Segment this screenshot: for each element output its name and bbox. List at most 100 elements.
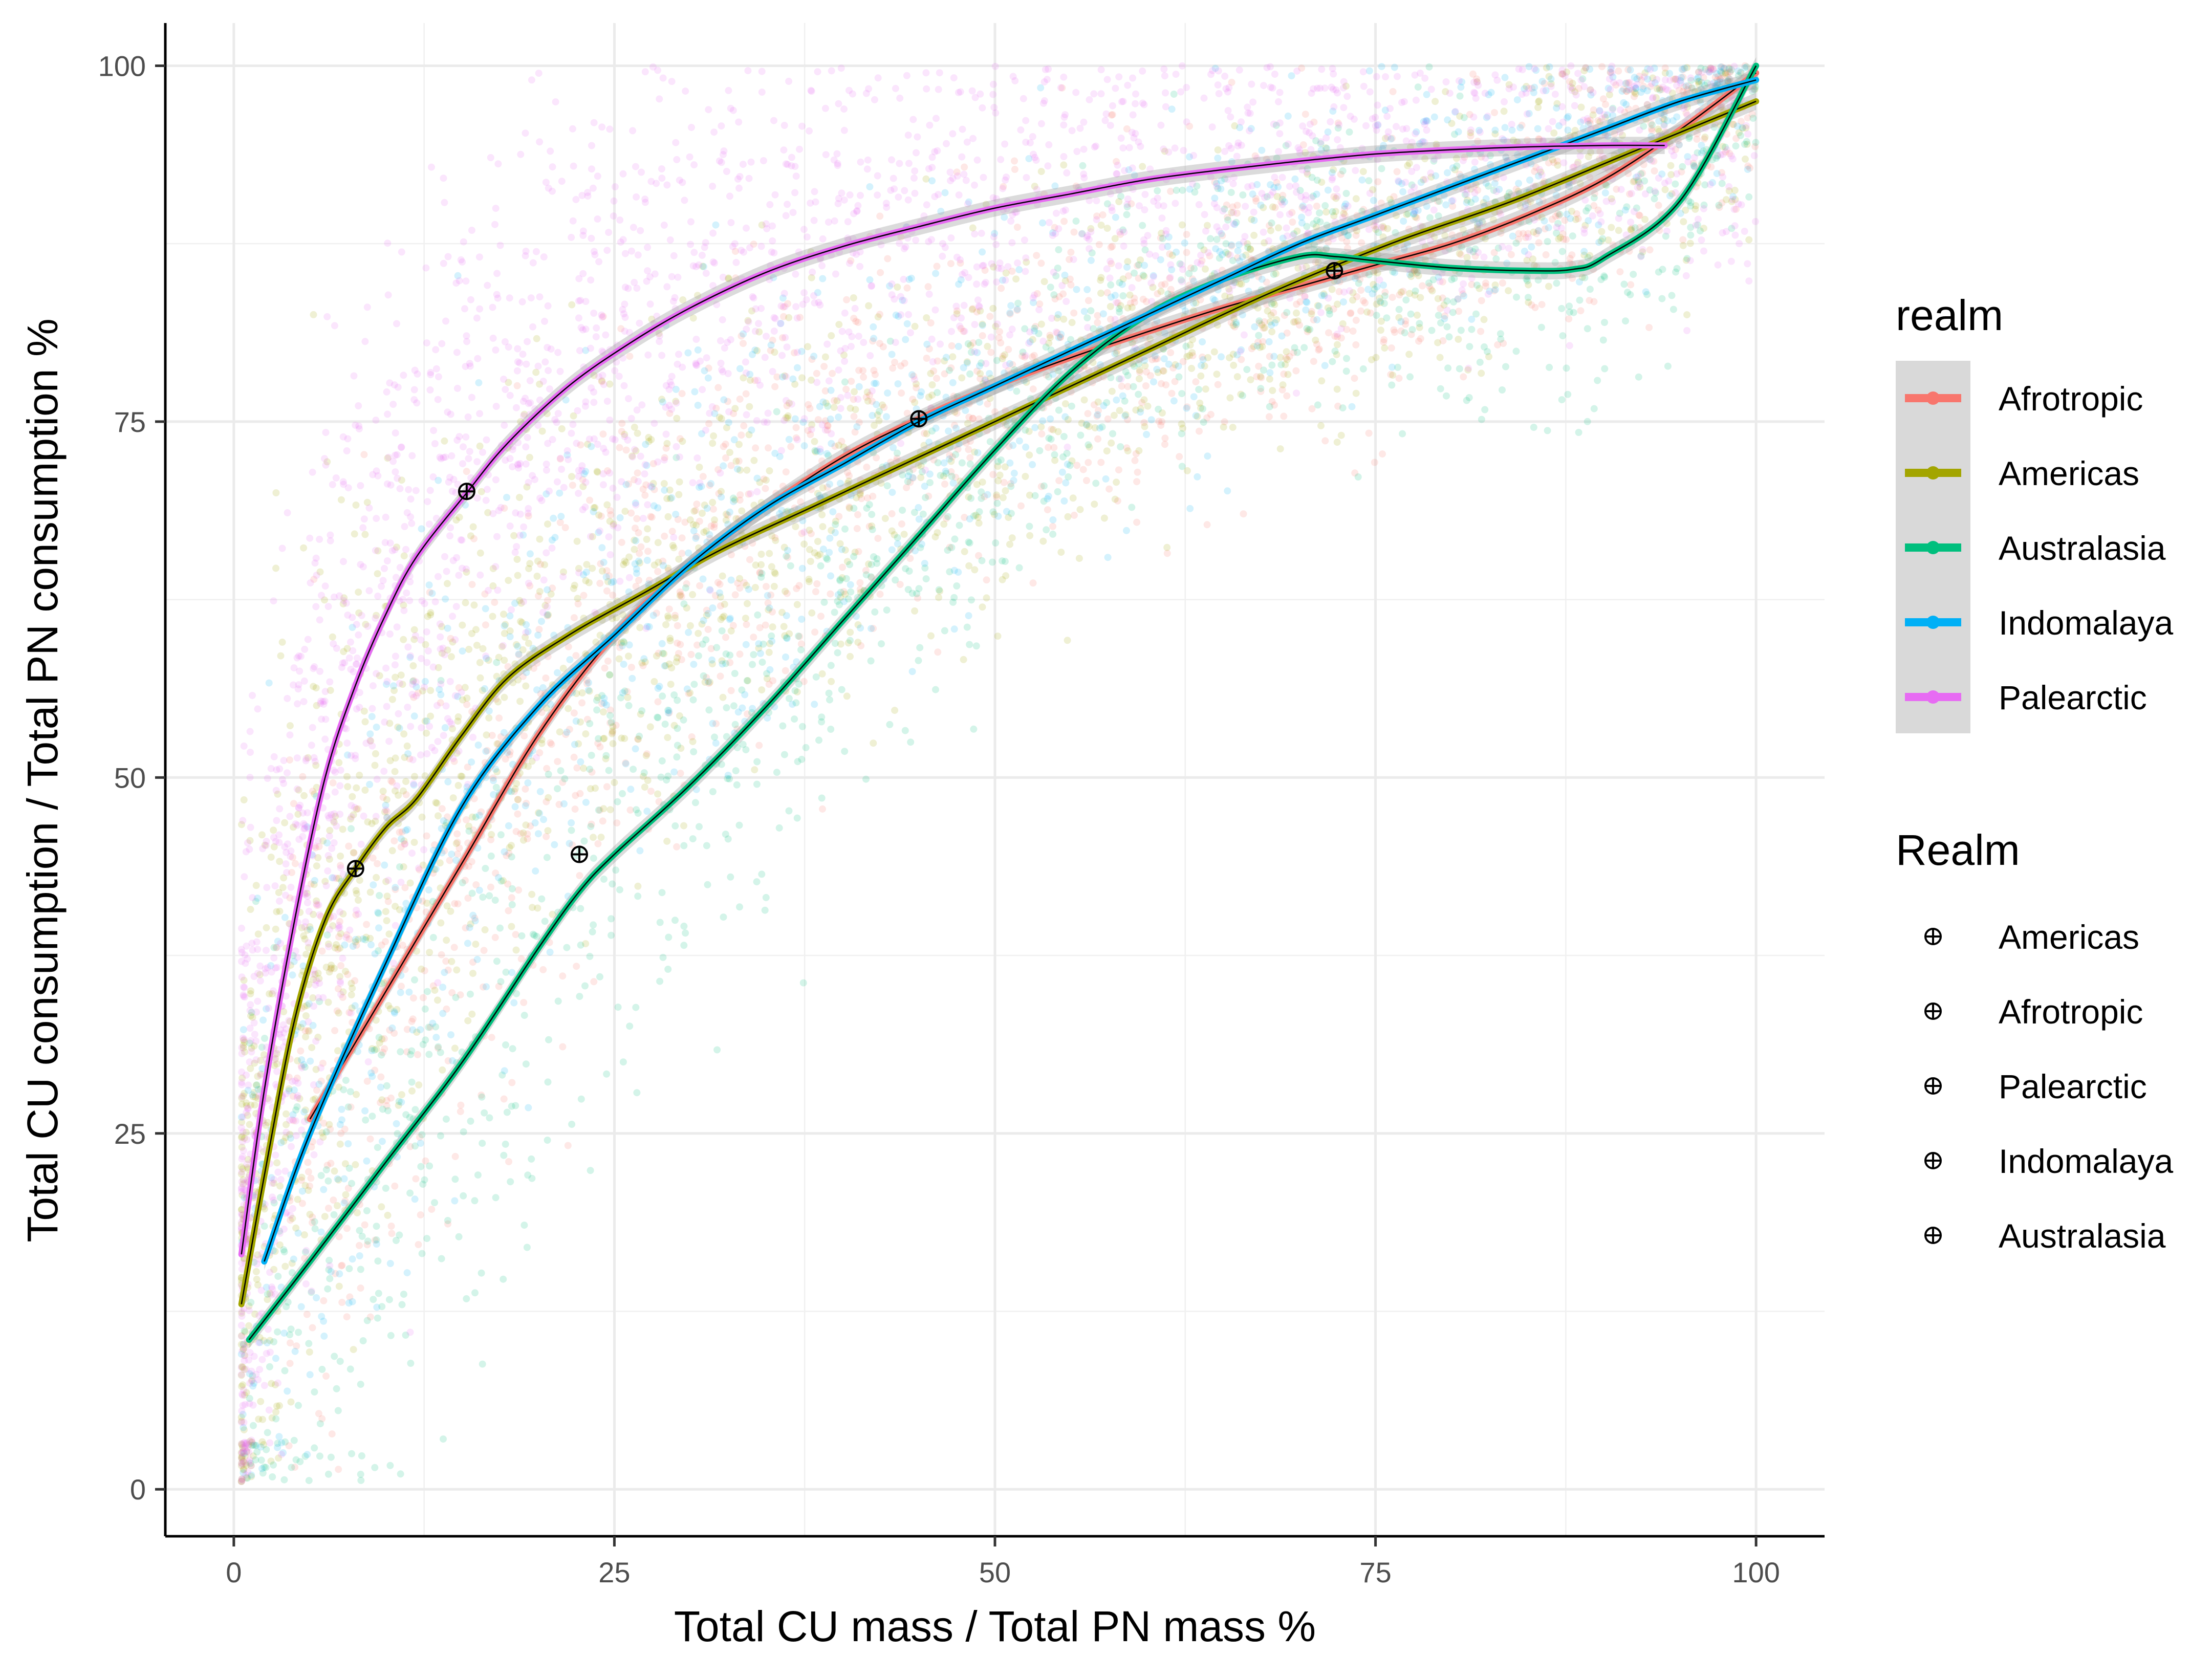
scatter-point xyxy=(735,515,743,522)
scatter-point xyxy=(577,1095,585,1103)
scatter-point xyxy=(1060,315,1068,323)
scatter-point xyxy=(1017,502,1025,510)
scatter-point xyxy=(1601,365,1609,373)
scatter-point xyxy=(1325,238,1332,246)
scatter-point xyxy=(674,622,681,629)
scatter-point xyxy=(1343,238,1351,246)
scatter-point xyxy=(1586,286,1594,293)
scatter-point xyxy=(1080,396,1088,404)
scatter-point xyxy=(403,1026,411,1033)
scatter-point xyxy=(675,491,683,498)
scatter-point xyxy=(915,515,923,523)
scatter-point xyxy=(989,471,997,478)
scatter-point xyxy=(1097,459,1105,466)
scatter-point xyxy=(644,525,652,533)
scatter-point xyxy=(280,1476,288,1484)
scatter-point xyxy=(536,749,544,756)
scatter-point xyxy=(544,520,551,528)
scatter-point xyxy=(1124,416,1131,423)
scatter-point xyxy=(712,404,720,412)
scatter-point xyxy=(278,638,286,646)
scatter-point xyxy=(266,1363,273,1370)
scatter-point xyxy=(689,835,697,843)
scatter-point xyxy=(935,586,943,594)
scatter-point xyxy=(1599,95,1607,103)
scatter-point xyxy=(448,957,456,965)
scatter-point xyxy=(466,990,474,998)
scatter-point xyxy=(576,993,583,1000)
scatter-point xyxy=(1701,134,1709,141)
scatter-point xyxy=(464,1017,472,1025)
scatter-point xyxy=(674,639,681,647)
scatter-point xyxy=(1119,392,1126,400)
scatter-point xyxy=(1036,300,1044,308)
scatter-point xyxy=(437,919,445,927)
scatter-point xyxy=(796,314,804,321)
scatter-point xyxy=(500,1275,507,1283)
scatter-point xyxy=(478,808,485,816)
scatter-point xyxy=(1232,319,1240,326)
scatter-point xyxy=(295,1328,302,1336)
scatter-point xyxy=(1199,353,1206,361)
scatter-point xyxy=(1179,358,1187,365)
scatter-point xyxy=(1535,98,1542,105)
scatter-point xyxy=(1457,251,1465,258)
scatter-point xyxy=(1746,164,1754,172)
scatter-point xyxy=(913,384,920,391)
scatter-point xyxy=(1659,115,1667,122)
scatter-point xyxy=(455,684,463,691)
scatter-point xyxy=(704,678,712,685)
scatter-point xyxy=(1049,516,1057,524)
scatter-point xyxy=(1701,135,1708,143)
scatter-point xyxy=(1356,275,1364,283)
scatter-point xyxy=(943,515,950,522)
scatter-point xyxy=(709,604,717,612)
scatter-point xyxy=(1094,435,1102,443)
scatter-point xyxy=(378,1138,386,1145)
scatter-point xyxy=(1478,369,1485,377)
scatter-point xyxy=(1349,328,1357,335)
scatter-point xyxy=(661,486,668,494)
scatter-point xyxy=(1313,340,1320,348)
scatter-point xyxy=(324,1285,332,1293)
scatter-point xyxy=(1111,235,1119,243)
scatter-point xyxy=(680,716,687,724)
scatter-point xyxy=(270,1461,277,1469)
scatter-point xyxy=(1170,91,1178,98)
scatter-point xyxy=(1393,245,1400,253)
scatter-point xyxy=(1166,250,1174,258)
scatter-point xyxy=(1661,64,1669,72)
scatter-point xyxy=(1346,128,1353,136)
scatter-point xyxy=(608,915,615,923)
scatter-point xyxy=(1465,394,1473,401)
scatter-point xyxy=(925,492,932,500)
scatter-point xyxy=(695,652,702,660)
scatter-point xyxy=(356,771,363,779)
scatter-point xyxy=(741,691,749,699)
scatter-point xyxy=(847,637,854,644)
scatter-point xyxy=(609,740,617,748)
scatter-point xyxy=(692,533,700,540)
scatter-point xyxy=(1338,234,1346,242)
scatter-point xyxy=(409,662,417,669)
scatter-point xyxy=(309,1138,316,1145)
scatter-point xyxy=(995,334,1003,342)
scatter-point xyxy=(508,969,516,976)
scatter-point xyxy=(533,335,540,342)
scatter-point xyxy=(543,765,551,772)
scatter-point xyxy=(1558,396,1566,404)
scatter-point xyxy=(1124,383,1132,390)
scatter-point xyxy=(1161,434,1169,442)
scatter-point xyxy=(1068,402,1075,410)
scatter-point xyxy=(632,1004,640,1011)
scatter-point xyxy=(286,894,294,902)
scatter-point xyxy=(1502,363,1509,371)
scatter-point xyxy=(1545,282,1552,290)
scatter-point xyxy=(1291,318,1299,325)
scatter-point xyxy=(768,638,776,645)
scatter-point xyxy=(744,600,751,607)
scatter-point xyxy=(782,653,789,661)
scatter-point xyxy=(1570,163,1578,171)
scatter-point xyxy=(1477,328,1485,335)
scatter-point xyxy=(1011,157,1018,165)
